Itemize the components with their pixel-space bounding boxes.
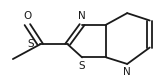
Text: N: N [78, 11, 86, 21]
Text: S: S [79, 61, 85, 71]
Text: N: N [123, 67, 131, 77]
Text: O: O [23, 11, 32, 21]
Text: S: S [27, 39, 34, 49]
